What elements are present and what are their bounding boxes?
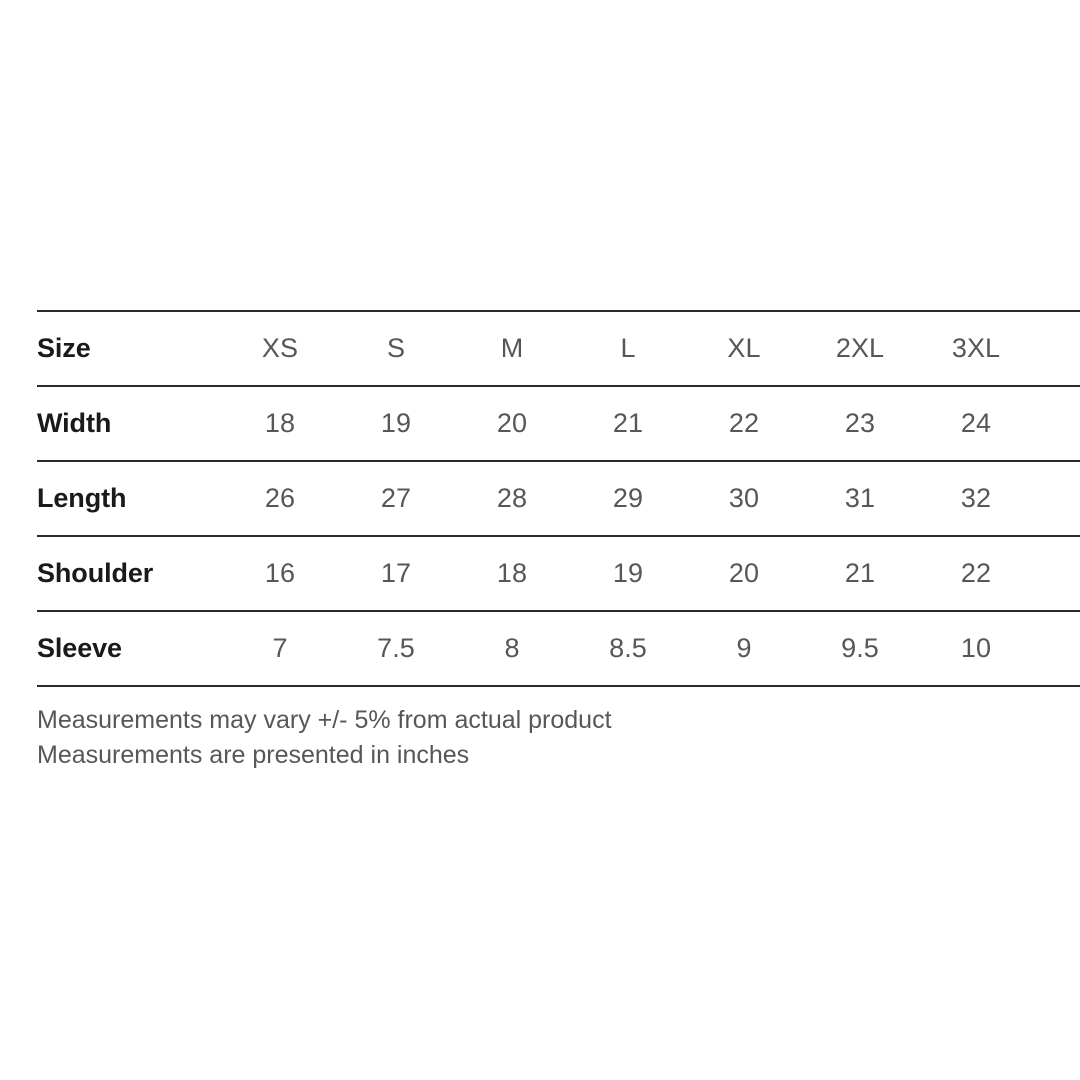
header-cell-xs: XS bbox=[222, 310, 338, 386]
cell-width-xl: 22 bbox=[686, 385, 802, 461]
cell-length-2xl: 31 bbox=[802, 460, 918, 536]
cell-sleeve-2xl: 9.5 bbox=[802, 610, 918, 687]
header-row-spacer bbox=[1034, 310, 1080, 386]
header-cell-3xl: 3XL bbox=[918, 310, 1034, 386]
cell-shoulder-xs: 16 bbox=[222, 535, 338, 611]
cell-length-m: 28 bbox=[454, 460, 570, 536]
table-row: Length 26 27 28 29 30 31 32 bbox=[37, 460, 1080, 536]
footnote-units: Measurements are presented in inches bbox=[37, 741, 470, 769]
cell-shoulder-xl: 20 bbox=[686, 535, 802, 611]
header-cell-m: M bbox=[454, 310, 570, 386]
header-cell-size: Size bbox=[37, 310, 222, 386]
cell-sleeve-xl: 9 bbox=[686, 610, 802, 687]
table-header-row: Size XS S M L XL 2XL 3XL bbox=[37, 310, 1080, 386]
header-cell-xl: XL bbox=[686, 310, 802, 386]
cell-length-s: 27 bbox=[338, 460, 454, 536]
cell-width-l: 21 bbox=[570, 385, 686, 461]
footnotes: Measurements may vary +/- 5% from actual… bbox=[37, 703, 1036, 773]
row-label-length: Length bbox=[37, 460, 222, 536]
cell-sleeve-3xl: 10 bbox=[918, 610, 1034, 687]
cell-sleeve-s: 7.5 bbox=[338, 610, 454, 687]
row-spacer bbox=[1034, 535, 1080, 611]
cell-width-3xl: 24 bbox=[918, 385, 1034, 461]
cell-shoulder-s: 17 bbox=[338, 535, 454, 611]
size-chart: Size XS S M L XL 2XL 3XL Width 18 19 20 … bbox=[37, 310, 1080, 687]
cell-length-l: 29 bbox=[570, 460, 686, 536]
table-row: Sleeve 7 7.5 8 8.5 9 9.5 10 bbox=[37, 610, 1080, 687]
table-row: Shoulder 16 17 18 19 20 21 22 bbox=[37, 535, 1080, 611]
row-spacer bbox=[1034, 610, 1080, 687]
cell-width-s: 19 bbox=[338, 385, 454, 461]
cell-sleeve-m: 8 bbox=[454, 610, 570, 687]
footnote-variance: Measurements may vary +/- 5% from actual… bbox=[37, 706, 612, 734]
table-body: Size XS S M L XL 2XL 3XL Width 18 19 20 … bbox=[37, 310, 1080, 687]
cell-shoulder-2xl: 21 bbox=[802, 535, 918, 611]
row-spacer bbox=[1034, 385, 1080, 461]
header-cell-2xl: 2XL bbox=[802, 310, 918, 386]
row-label-sleeve: Sleeve bbox=[37, 610, 222, 687]
row-label-width: Width bbox=[37, 385, 222, 461]
cell-shoulder-m: 18 bbox=[454, 535, 570, 611]
cell-length-3xl: 32 bbox=[918, 460, 1034, 536]
header-cell-s: S bbox=[338, 310, 454, 386]
cell-sleeve-xs: 7 bbox=[222, 610, 338, 687]
cell-length-xl: 30 bbox=[686, 460, 802, 536]
header-cell-l: L bbox=[570, 310, 686, 386]
cell-sleeve-l: 8.5 bbox=[570, 610, 686, 687]
cell-shoulder-3xl: 22 bbox=[918, 535, 1034, 611]
row-spacer bbox=[1034, 460, 1080, 536]
table-row: Width 18 19 20 21 22 23 24 bbox=[37, 385, 1080, 461]
row-label-shoulder: Shoulder bbox=[37, 535, 222, 611]
cell-width-m: 20 bbox=[454, 385, 570, 461]
cell-shoulder-l: 19 bbox=[570, 535, 686, 611]
cell-width-xs: 18 bbox=[222, 385, 338, 461]
measurements-table: Size XS S M L XL 2XL 3XL Width 18 19 20 … bbox=[37, 310, 1080, 687]
cell-width-2xl: 23 bbox=[802, 385, 918, 461]
cell-length-xs: 26 bbox=[222, 460, 338, 536]
